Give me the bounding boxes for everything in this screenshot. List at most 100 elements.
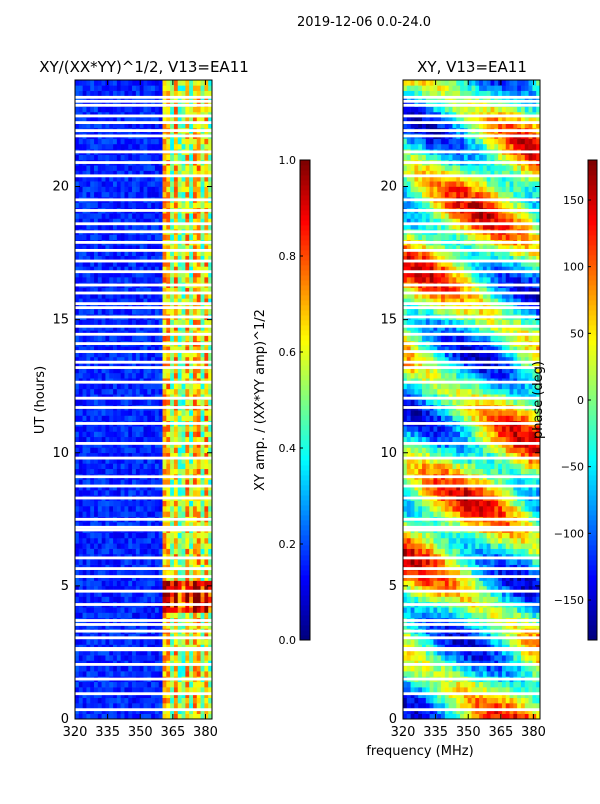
heatmap-cell	[178, 437, 182, 443]
heatmap-cell	[178, 549, 182, 555]
heatmap-cell	[140, 187, 144, 193]
heatmap-cell	[132, 234, 136, 240]
data-gap-band	[75, 442, 212, 445]
heatmap-cell	[144, 469, 148, 475]
heatmap-cell	[193, 181, 197, 187]
heatmap-cell	[201, 682, 205, 688]
heatmap-cell	[105, 559, 109, 565]
heatmap-cell	[147, 202, 151, 208]
heatmap-cell	[204, 613, 208, 619]
heatmap-cell	[124, 187, 128, 193]
heatmap-cell	[105, 682, 109, 688]
heatmap-cell	[201, 139, 205, 145]
heatmap-cell	[185, 543, 189, 549]
heatmap-cell	[109, 463, 113, 469]
heatmap-cell	[140, 107, 144, 113]
heatmap-cell	[464, 666, 468, 672]
heatmap-cell	[521, 703, 525, 709]
heatmap-cell	[86, 309, 90, 315]
heatmap-cell	[147, 431, 151, 437]
heatmap-cell	[445, 666, 449, 672]
heatmap-cell	[140, 469, 144, 475]
heatmap-cell	[411, 698, 415, 704]
heatmap-cell	[174, 469, 178, 475]
heatmap-cell	[86, 165, 90, 171]
heatmap-cell	[170, 559, 174, 565]
heatmap-cell	[464, 703, 468, 709]
data-gap-band	[75, 198, 212, 201]
heatmap-cell	[79, 682, 83, 688]
heatmap-cell	[105, 463, 109, 469]
heatmap-cell	[94, 91, 98, 97]
heatmap-cell	[407, 666, 411, 672]
heatmap-cell	[147, 85, 151, 91]
heatmap-cell	[185, 447, 189, 453]
heatmap-cell	[185, 155, 189, 161]
heatmap-cell	[151, 139, 155, 145]
heatmap-cell	[132, 703, 136, 709]
heatmap-cell	[109, 336, 113, 342]
heatmap-cell	[124, 309, 128, 315]
heatmap-cell	[166, 549, 170, 555]
colorbar-segment	[300, 310, 310, 315]
heatmap-cell	[140, 559, 144, 565]
data-gap-band	[75, 575, 212, 578]
heatmap-cell	[132, 165, 136, 171]
heatmap-cell	[83, 559, 87, 565]
heatmap-cell	[94, 107, 98, 113]
heatmap-cell	[193, 666, 197, 672]
heatmap-cell	[117, 543, 121, 549]
heatmap-cell	[204, 431, 208, 437]
heatmap-cell	[140, 91, 144, 97]
heatmap-cell	[182, 309, 186, 315]
heatmap-cell	[204, 277, 208, 283]
heatmap-cell	[113, 144, 117, 150]
heatmap-cell	[132, 698, 136, 704]
heatmap-cell	[94, 501, 98, 507]
heatmap-cell	[144, 463, 148, 469]
colorbar-segment	[300, 500, 310, 505]
heatmap-cell	[83, 463, 87, 469]
heatmap-cell	[151, 431, 155, 437]
heatmap-cell	[132, 155, 136, 161]
heatmap-cell	[433, 703, 437, 709]
heatmap-cell	[102, 639, 106, 645]
heatmap-cell	[487, 671, 491, 677]
heatmap-cell	[170, 447, 174, 453]
heatmap-cell	[407, 655, 411, 661]
heatmap-cell	[494, 687, 498, 693]
colorbar-segment	[300, 385, 310, 390]
heatmap-cell	[197, 570, 201, 576]
heatmap-cell	[105, 549, 109, 555]
heatmap-cell	[510, 671, 514, 677]
heatmap-cell	[197, 91, 201, 97]
heatmap-cell	[155, 543, 159, 549]
heatmap-cell	[174, 234, 178, 240]
heatmap-cell	[170, 538, 174, 544]
data-gap-band	[75, 526, 212, 529]
heatmap-cell	[79, 85, 83, 91]
heatmap-cell	[155, 202, 159, 208]
heatmap-cell	[204, 213, 208, 219]
heatmap-cell	[449, 671, 453, 677]
heatmap-cell	[75, 277, 79, 283]
heatmap-cell	[90, 277, 94, 283]
heatmap-cell	[193, 91, 197, 97]
heatmap-cell	[178, 511, 182, 517]
heatmap-cell	[185, 400, 189, 406]
heatmap-cell	[105, 389, 109, 395]
heatmap-cell	[94, 469, 98, 475]
heatmap-cell	[159, 202, 163, 208]
heatmap-cell	[105, 202, 109, 208]
heatmap-cell	[174, 543, 178, 549]
heatmap-cell	[506, 666, 510, 672]
heatmap-cell	[491, 698, 495, 704]
heatmap-cell	[201, 85, 205, 91]
heatmap-cell	[90, 714, 94, 720]
heatmap-cell	[113, 426, 117, 432]
amplitude-colorbar-label: XY amp. / (XX*YY amp)^1/2	[253, 309, 268, 491]
heatmap-cell	[193, 613, 197, 619]
heatmap-cell	[94, 85, 98, 91]
heatmap-cell	[147, 165, 151, 171]
amplitude-heatmap	[75, 80, 212, 719]
